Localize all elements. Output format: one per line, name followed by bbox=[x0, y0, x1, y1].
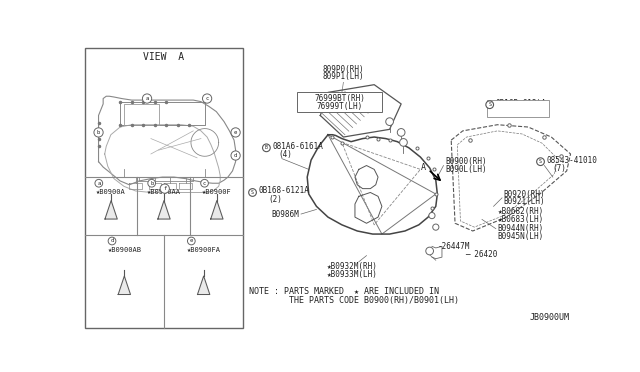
Text: B: B bbox=[265, 145, 268, 150]
Circle shape bbox=[433, 224, 439, 230]
Text: NOTE : PARTS MARKED  ★ ARE INCLUDED IN: NOTE : PARTS MARKED ★ ARE INCLUDED IN bbox=[250, 286, 440, 295]
Circle shape bbox=[188, 237, 195, 245]
Text: 0B16B-612)A: 0B16B-612)A bbox=[496, 99, 547, 108]
Text: a: a bbox=[97, 181, 100, 186]
Text: B0986M: B0986M bbox=[271, 209, 299, 218]
Text: ★B0900A: ★B0900A bbox=[96, 189, 126, 195]
Polygon shape bbox=[211, 201, 223, 219]
Text: VIEW  A: VIEW A bbox=[143, 52, 184, 62]
Bar bbox=[488, 100, 549, 117]
Text: A: A bbox=[420, 163, 426, 171]
Text: ★B0683(LH): ★B0683(LH) bbox=[497, 215, 543, 224]
Text: b: b bbox=[150, 181, 154, 186]
Circle shape bbox=[95, 179, 102, 187]
Text: a: a bbox=[145, 96, 148, 101]
Text: B0945N(LH): B0945N(LH) bbox=[497, 232, 543, 241]
Circle shape bbox=[201, 179, 209, 187]
Circle shape bbox=[399, 139, 407, 146]
Text: 809P0(RH): 809P0(RH) bbox=[323, 65, 364, 74]
Circle shape bbox=[426, 247, 433, 255]
Circle shape bbox=[397, 129, 405, 136]
Text: 0B168-6121A: 0B168-6121A bbox=[259, 186, 310, 195]
Circle shape bbox=[429, 212, 435, 219]
Bar bbox=[297, 92, 382, 112]
Polygon shape bbox=[118, 276, 131, 295]
Bar bbox=[84, 48, 243, 328]
Text: S: S bbox=[539, 159, 542, 164]
Text: B0900(RH): B0900(RH) bbox=[445, 157, 486, 166]
Text: JB0900UM: JB0900UM bbox=[530, 313, 570, 322]
Text: c: c bbox=[205, 96, 209, 101]
Circle shape bbox=[537, 158, 545, 166]
Text: S: S bbox=[251, 190, 254, 195]
Text: 081A6-6161A: 081A6-6161A bbox=[273, 142, 323, 151]
Text: ★B0900AA: ★B0900AA bbox=[147, 189, 181, 195]
Text: B0944N(RH): B0944N(RH) bbox=[497, 224, 543, 233]
Polygon shape bbox=[158, 201, 170, 219]
Text: (7): (7) bbox=[553, 164, 566, 173]
Text: b: b bbox=[97, 130, 100, 135]
Circle shape bbox=[486, 101, 493, 109]
Text: ★B0933M(LH): ★B0933M(LH) bbox=[327, 270, 378, 279]
Circle shape bbox=[202, 94, 212, 103]
Circle shape bbox=[148, 179, 156, 187]
Text: ★B0900F: ★B0900F bbox=[202, 189, 232, 195]
Text: ★B0932M(RH): ★B0932M(RH) bbox=[327, 262, 378, 271]
Text: (12): (12) bbox=[504, 107, 522, 116]
Text: e: e bbox=[234, 130, 237, 135]
Text: B0921(LH): B0921(LH) bbox=[504, 197, 545, 206]
Text: e: e bbox=[189, 238, 193, 244]
Text: (2): (2) bbox=[268, 195, 282, 204]
Text: ★B0682(RH): ★B0682(RH) bbox=[497, 207, 543, 216]
Text: 76999BT(RH): 76999BT(RH) bbox=[314, 94, 365, 103]
Text: d: d bbox=[234, 153, 237, 158]
Text: 08543-41010: 08543-41010 bbox=[547, 155, 598, 165]
Polygon shape bbox=[198, 276, 210, 295]
Text: -26447M: -26447M bbox=[437, 242, 470, 251]
Text: (4): (4) bbox=[279, 150, 292, 159]
Text: c: c bbox=[203, 181, 206, 186]
Text: B0920(RH): B0920(RH) bbox=[504, 189, 545, 199]
Text: ★B0900AB: ★B0900AB bbox=[108, 247, 141, 253]
Text: S: S bbox=[488, 102, 491, 107]
Circle shape bbox=[143, 94, 152, 103]
Text: B090L(LH): B090L(LH) bbox=[445, 165, 486, 174]
Circle shape bbox=[160, 184, 170, 193]
Text: f: f bbox=[163, 186, 166, 191]
Circle shape bbox=[231, 151, 240, 160]
Circle shape bbox=[249, 189, 257, 196]
Text: ★B0900FA: ★B0900FA bbox=[187, 247, 221, 253]
Circle shape bbox=[386, 118, 394, 125]
Text: THE PARTS CODE B0900(RH)/B0901(LH): THE PARTS CODE B0900(RH)/B0901(LH) bbox=[250, 296, 460, 305]
Circle shape bbox=[231, 128, 240, 137]
Polygon shape bbox=[105, 201, 117, 219]
Circle shape bbox=[262, 144, 270, 152]
Circle shape bbox=[94, 128, 103, 137]
Text: 809P1(LH): 809P1(LH) bbox=[323, 73, 364, 81]
Text: d: d bbox=[110, 238, 114, 244]
Text: 76999T(LH): 76999T(LH) bbox=[316, 102, 363, 111]
Circle shape bbox=[108, 237, 116, 245]
Text: ─ 26420: ─ 26420 bbox=[465, 250, 497, 259]
